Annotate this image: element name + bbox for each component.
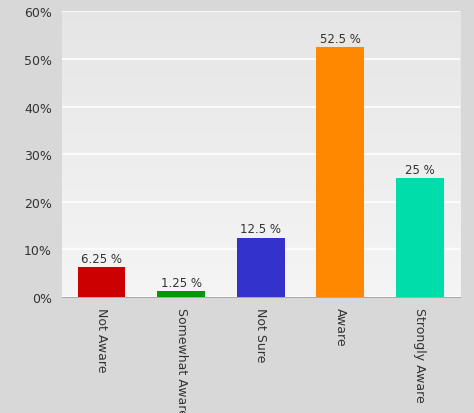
Text: 25 %: 25 % [405,163,435,176]
Bar [317,48,364,297]
Bar [396,178,444,297]
Bar [78,268,125,297]
Text: 52.5 %: 52.5 % [320,33,361,46]
Text: 6.25 %: 6.25 % [81,252,122,265]
Text: 1.25 %: 1.25 % [161,276,201,289]
Bar [157,292,205,297]
Text: 12.5 %: 12.5 % [240,223,281,235]
Bar [237,238,284,297]
